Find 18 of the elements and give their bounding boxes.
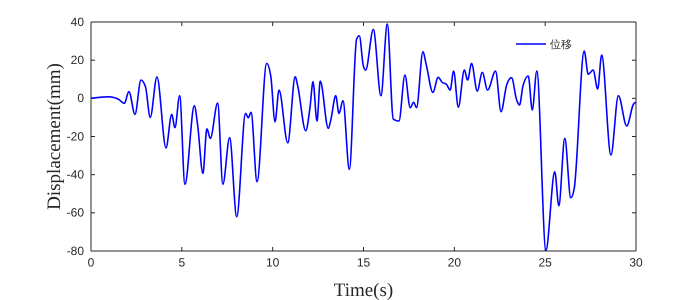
x-tick-label: 20	[448, 256, 462, 270]
x-axis-title: Time(s)	[334, 280, 394, 300]
y-axis-title: Displacement(mm)	[44, 63, 65, 210]
x-tick-label: 15	[356, 256, 370, 270]
y-tick-label: -80	[66, 244, 84, 258]
y-tick-label: -20	[66, 129, 84, 144]
y-tick-label: -40	[66, 168, 84, 182]
y-tick-label: 40	[70, 14, 84, 29]
line-series	[90, 23, 637, 251]
legend-label: 位移	[550, 38, 572, 51]
x-tick-label: 5	[178, 256, 186, 270]
x-tick-label: 10	[266, 256, 280, 270]
y-tick-label: 0	[77, 91, 84, 106]
x-tick-label: 30	[629, 256, 643, 270]
x-tick-label: 25	[538, 256, 552, 270]
x-tick-label: 0	[88, 256, 95, 270]
y-tick-label: 20	[70, 53, 84, 68]
y-tick-label: -60	[66, 206, 84, 220]
